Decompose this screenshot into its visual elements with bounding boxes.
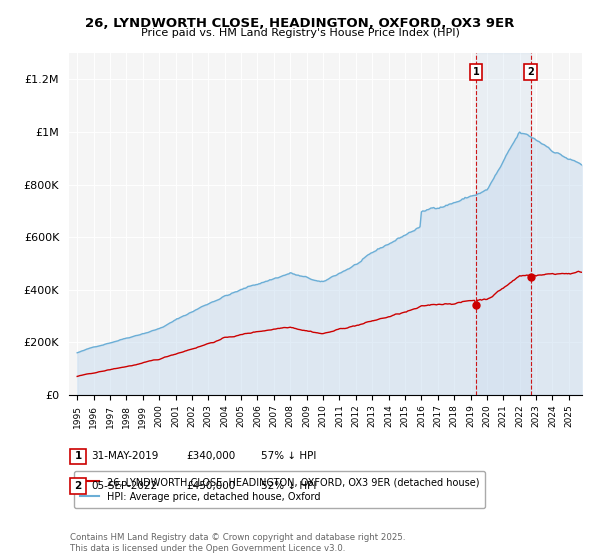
Text: 31-MAY-2019: 31-MAY-2019 — [91, 451, 158, 461]
Text: Contains HM Land Registry data © Crown copyright and database right 2025.
This d: Contains HM Land Registry data © Crown c… — [70, 533, 406, 553]
Text: £450,000: £450,000 — [186, 481, 235, 491]
Text: £340,000: £340,000 — [186, 451, 235, 461]
Text: 57% ↓ HPI: 57% ↓ HPI — [261, 451, 316, 461]
Text: 1: 1 — [473, 67, 479, 77]
Text: 1: 1 — [74, 451, 82, 461]
Text: 26, LYNDWORTH CLOSE, HEADINGTON, OXFORD, OX3 9ER: 26, LYNDWORTH CLOSE, HEADINGTON, OXFORD,… — [85, 17, 515, 30]
Text: 2: 2 — [527, 67, 534, 77]
Text: 05-SEP-2022: 05-SEP-2022 — [91, 481, 157, 491]
Text: 52% ↓ HPI: 52% ↓ HPI — [261, 481, 316, 491]
Legend: 26, LYNDWORTH CLOSE, HEADINGTON, OXFORD, OX3 9ER (detached house), HPI: Average : 26, LYNDWORTH CLOSE, HEADINGTON, OXFORD,… — [74, 472, 485, 508]
Text: Price paid vs. HM Land Registry's House Price Index (HPI): Price paid vs. HM Land Registry's House … — [140, 28, 460, 38]
Text: 2: 2 — [74, 481, 82, 491]
Bar — [476, 53, 530, 395]
